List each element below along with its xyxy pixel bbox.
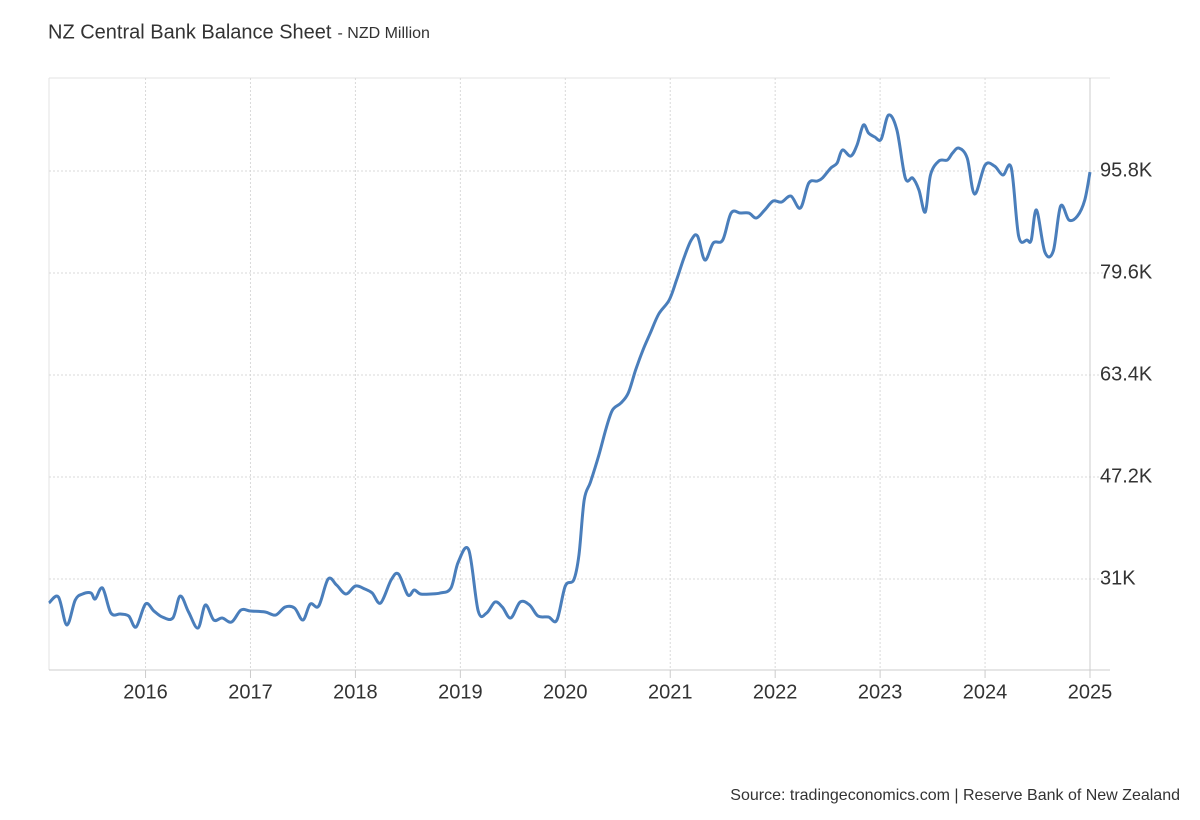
grid bbox=[48, 77, 1110, 678]
y-tick-label: 63.4K bbox=[1100, 363, 1153, 385]
chart-subtitle: - NZD Million bbox=[338, 25, 430, 42]
x-tick-label: 2019 bbox=[438, 681, 483, 703]
data-line bbox=[47, 113, 1092, 630]
x-tick-label: 2017 bbox=[228, 681, 273, 703]
source-note: Source: tradingeconomics.com | Reserve B… bbox=[730, 787, 1180, 804]
x-tick-label: 2023 bbox=[858, 681, 903, 703]
x-tick-label: 2022 bbox=[753, 681, 798, 703]
x-tick-label: 2018 bbox=[333, 681, 378, 703]
chart-title: NZ Central Bank Balance Sheet bbox=[48, 21, 332, 43]
x-tick-label: 2025 bbox=[1068, 681, 1113, 703]
y-tick-label: 95.8K bbox=[1100, 159, 1153, 181]
y-tick-label: 31K bbox=[1100, 567, 1136, 589]
x-tick-label: 2021 bbox=[648, 681, 693, 703]
x-tick-label: 2024 bbox=[963, 681, 1008, 703]
y-tick-label: 47.2K bbox=[1100, 465, 1153, 487]
plot bbox=[47, 113, 1092, 630]
y-tick-label: 79.6K bbox=[1100, 261, 1153, 283]
x-tick-label: 2016 bbox=[123, 681, 168, 703]
x-tick-label: 2020 bbox=[543, 681, 588, 703]
